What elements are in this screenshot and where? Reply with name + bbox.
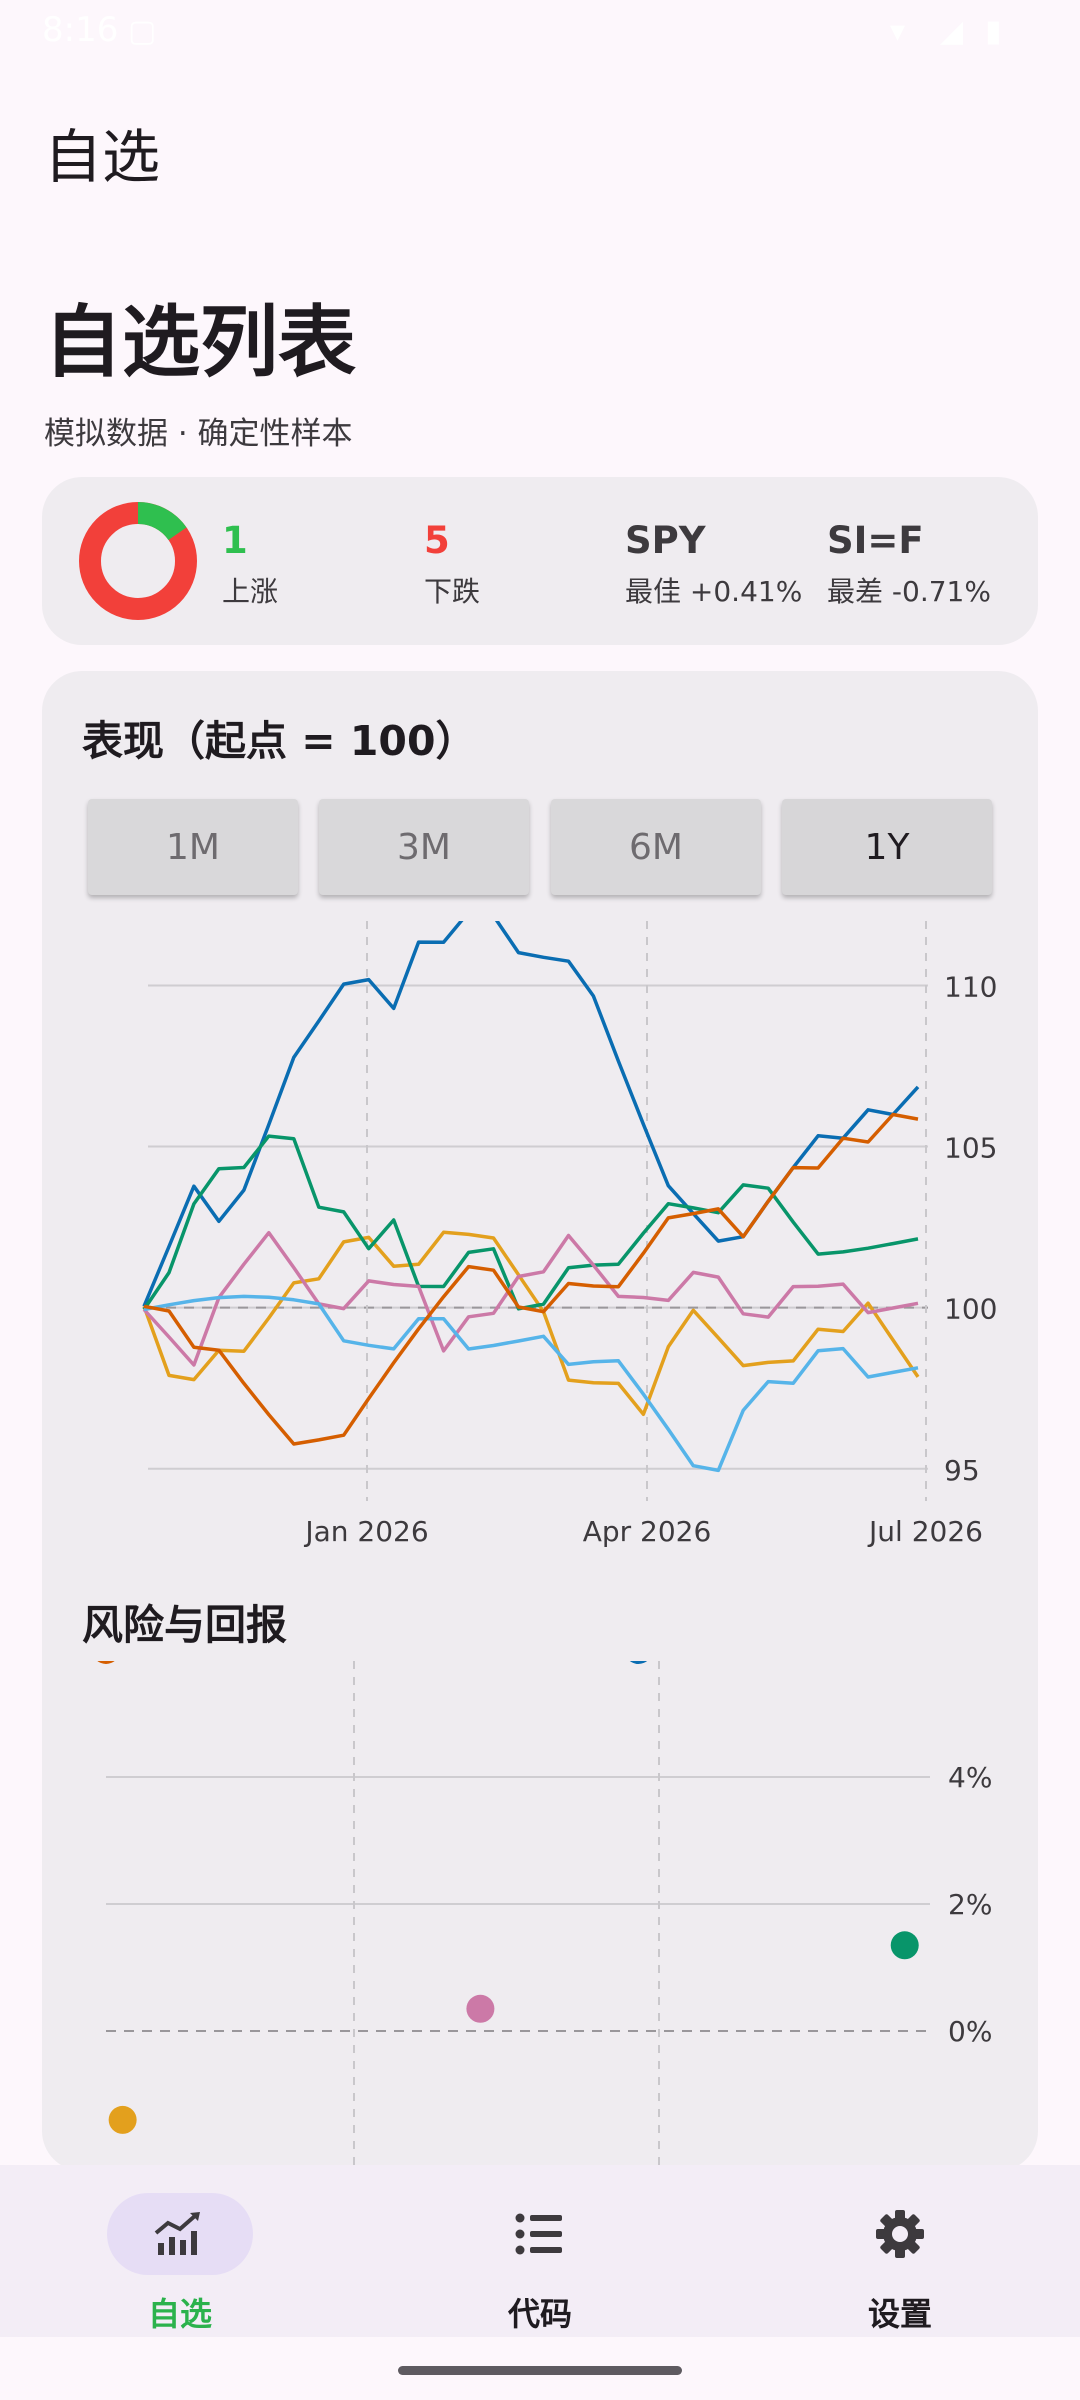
series-line-dia [142,1230,920,1417]
battery-icon: ▮ [985,14,1002,49]
donut-up-segment [79,502,197,620]
y-tick-label: 95 [944,1454,980,1487]
status-time: 8:16 [42,10,119,50]
gear-icon [876,2210,924,2258]
worst-stat: SI=F 最差 -0.71% [827,519,991,610]
range-3m-button[interactable]: 3M [319,799,529,895]
signal-icon: ◢ [940,14,964,49]
y-tick-label: 6% [948,1661,992,1667]
nav-label-symbols: 代码 [507,2295,572,2333]
performance-title: 表现（起点 = 100） [82,717,477,765]
y-tick-label: 105 [944,1132,997,1165]
bottom-nav: 自选 代码 设置 [0,2165,1080,2337]
scatter-point-spy [629,1661,648,1664]
wifi-icon: ▾ [890,14,906,49]
worst-symbol: SI=F [827,519,924,562]
x-tick-label: Jul 2026 [867,1515,983,1548]
series-line-si-f [142,1230,919,1367]
nav-active-indicator [107,2193,253,2275]
scatter-point-gc-f [890,1931,919,1960]
x-tick-label: Apr 2026 [583,1515,712,1548]
scatter-point-si-f [466,1994,495,2023]
scatter-point-dia [108,2105,137,2134]
best-label: 最佳 +0.41% [625,575,803,608]
series-line-tlt [143,1112,919,1446]
down-stat: 5 下跌 [424,519,480,610]
up-count: 1 [222,519,248,562]
app-bar-title: 自选 [44,123,161,191]
risk-title: 风险与回报 [82,1601,287,1649]
y-tick-label: 100 [944,1293,997,1326]
home-indicator[interactable] [398,2366,682,2375]
down-label: 下跌 [424,575,481,608]
page-title: 自选列表 [44,298,357,388]
page-subtitle: 模拟数据 · 确定性样本 [44,416,353,452]
y-tick-label: 2% [948,1888,992,1921]
worst-label: 最差 -0.71% [827,575,991,608]
nav-label-settings: 设置 [867,2295,932,2333]
best-stat: SPY 最佳 +0.41% [625,519,802,610]
range-1y-button[interactable]: 1Y [782,799,992,895]
series-line-gc-f [142,1134,919,1311]
scatter-point-tlt [97,1661,115,1664]
y-tick-label: 0% [948,2015,992,2048]
list-icon [515,2213,562,2255]
summary-card: 1 上涨 5 下跌 SPY 最佳 +0.41% SI=F 最差 -0.71% [42,477,1038,645]
nav-label-watchlist: 自选 [147,2295,212,2333]
chart-icon [154,2212,200,2255]
nav-watchlist[interactable]: 自选 [0,2177,360,2333]
x-tick-label: Jan 2026 [303,1515,428,1548]
series-line-spy [142,921,920,1307]
y-tick-label: 4% [948,1761,992,1794]
series-line-cl-f [143,1294,919,1473]
down-count: 5 [424,519,450,562]
performance-card: 表现（起点 = 100） 1M 3M 6M 1Y 110 105 100 95 Jan … [42,671,1038,2171]
screen-record-icon: ▢ [128,14,157,49]
nav-symbols[interactable]: 代码 [360,2177,720,2333]
range-6m-button[interactable]: 6M [551,799,761,895]
best-symbol: SPY [625,519,706,562]
up-down-donut [79,502,197,620]
up-stat: 1 上涨 [222,519,278,610]
status-bar: 8:16 ▢ ▾ ◢ ▮ [0,0,1080,64]
y-tick-label: 110 [944,970,997,1003]
up-label: 上涨 [222,575,279,608]
range-1m-button[interactable]: 1M [88,799,298,895]
risk-return-scatter: 6% 4% 2% 0% [97,1661,992,2171]
nav-settings[interactable]: 设置 [720,2177,1080,2333]
